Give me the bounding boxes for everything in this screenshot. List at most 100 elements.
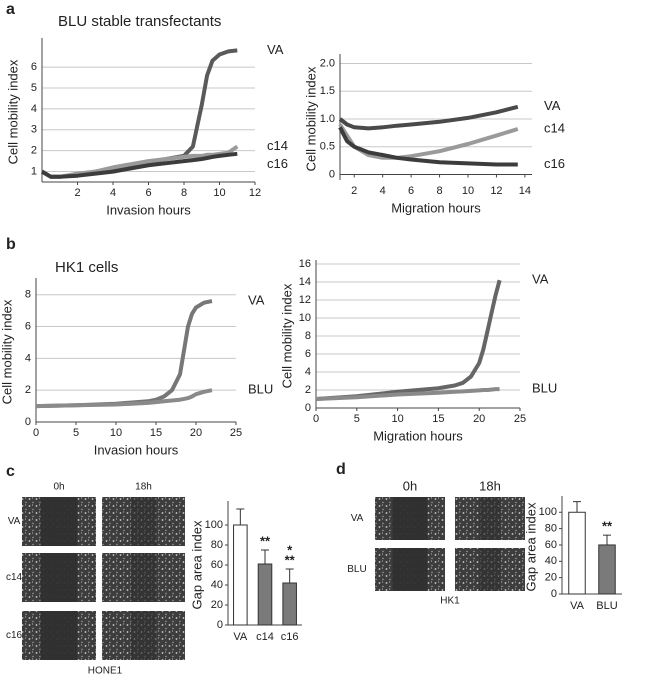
panel-title: BLU stable transfectants: [58, 13, 221, 30]
x-tick-label: 5: [73, 427, 79, 439]
y-tick-label: 40: [211, 579, 223, 591]
x-tick-label: 4: [110, 187, 116, 199]
x-tick-label: 5: [354, 413, 360, 425]
legend-label: c14: [544, 120, 565, 135]
wound-gap: [392, 497, 428, 540]
x-axis-title: Migration hours: [391, 200, 481, 215]
x-tick-label: 15: [150, 427, 162, 439]
y-tick-label: 0: [551, 588, 557, 600]
y-axis-title: Cell mobility index: [279, 283, 294, 388]
y-tick-label: 0: [329, 168, 335, 180]
panel-label: c: [6, 463, 15, 480]
micrographs: 0h 18h VA c14 c16 HONE1 0h 18h VA BLU HK1: [6, 478, 525, 677]
x-tick-label: c16: [281, 631, 299, 643]
y-tick-label: 0: [305, 402, 311, 414]
wound-gap: [40, 497, 78, 546]
row-label: c16: [6, 630, 23, 641]
y-tick-label: 100: [539, 506, 557, 518]
x-tick-label: VA: [233, 631, 248, 643]
significance: **: [260, 533, 271, 548]
legend-label: VA: [248, 293, 265, 308]
legend-label: VA: [532, 272, 549, 287]
y-tick-label: 6: [25, 320, 31, 332]
y-tick-label: 0: [217, 619, 223, 631]
x-tick-label: 10: [110, 427, 122, 439]
y-tick-label: 0: [25, 416, 31, 428]
x-tick-label: 20: [473, 413, 485, 425]
series-line: [338, 126, 518, 167]
y-tick-label: 8: [25, 289, 31, 301]
panel-label: a: [6, 1, 15, 18]
y-axis-title: Cell mobility index: [0, 299, 14, 404]
y-axis-title: Cell mobility index: [5, 59, 20, 164]
wound-gap: [131, 497, 156, 546]
y-tick-label: 0.5: [320, 141, 335, 153]
y-tick-label: 2.0: [320, 57, 335, 69]
row-label: VA: [8, 516, 21, 527]
legend-label: c16: [544, 156, 565, 171]
bar: [257, 563, 273, 626]
bar: [598, 544, 616, 595]
row-label: VA: [351, 513, 364, 524]
wound-gap: [131, 611, 156, 660]
x-tick-label: 12: [249, 187, 261, 199]
wound-gap: [40, 611, 78, 660]
x-tick-label: 14: [519, 185, 531, 197]
x-axis-title: Invasion hours: [106, 202, 191, 217]
x-tick-label: 12: [490, 185, 502, 197]
bar: [233, 524, 248, 626]
bar: [568, 511, 586, 595]
legend-label: VA: [267, 42, 284, 57]
y-tick-label: 6: [305, 348, 311, 360]
x-tick-label: 6: [408, 185, 414, 197]
y-tick-label: 60: [545, 539, 557, 551]
panel-label: d: [336, 461, 346, 478]
wound-gap: [479, 497, 501, 540]
y-tick-label: 4: [25, 352, 31, 364]
y-tick-label: 2: [31, 145, 37, 157]
bar: [282, 582, 297, 626]
x-tick-label: 2: [351, 185, 357, 197]
series-line: [315, 387, 500, 401]
y-tick-label: 1: [31, 165, 37, 177]
y-tick-label: 16: [299, 258, 311, 270]
y-tick-label: 80: [545, 523, 557, 535]
x-tick-label: 6: [145, 187, 151, 199]
y-tick-label: 40: [545, 555, 557, 567]
caption: HONE1: [88, 666, 123, 677]
column-label: 18h: [135, 482, 152, 493]
x-tick-label: 0: [33, 427, 39, 439]
series-line: [40, 151, 238, 179]
x-tick-label: 8: [181, 187, 187, 199]
column-label: 0h: [403, 478, 417, 493]
wound-gap: [392, 548, 428, 591]
x-tick-label: 10: [462, 185, 474, 197]
y-tick-label: 2: [305, 384, 311, 396]
panel-title: HK1 cells: [55, 259, 118, 276]
x-tick-label: 10: [391, 413, 403, 425]
y-tick-label: 20: [545, 572, 557, 584]
x-tick-label: 15: [432, 413, 444, 425]
y-tick-label: 3: [31, 124, 37, 136]
legend-label: BLU: [248, 382, 273, 397]
wound-gap: [131, 553, 156, 602]
x-tick-label: 10: [213, 187, 225, 199]
y-tick-label: 14: [299, 276, 311, 288]
row-label: BLU: [347, 564, 366, 575]
y-tick-label: 10: [299, 312, 311, 324]
y-tick-label: 80: [211, 539, 223, 551]
x-tick-label: BLU: [596, 600, 617, 612]
row-label: c14: [6, 572, 23, 583]
x-axis-title: Invasion hours: [94, 442, 179, 457]
wound-gap: [479, 548, 501, 591]
significance: **: [285, 552, 296, 567]
y-tick-label: 4: [31, 103, 37, 115]
x-axis-title: Migration hours: [373, 428, 463, 443]
legend-label: BLU: [532, 381, 557, 396]
x-tick-label: VA: [570, 600, 585, 612]
y-tick-label: 5: [31, 82, 37, 94]
legend-label: c16: [267, 156, 288, 171]
panel-label: b: [6, 236, 16, 253]
x-tick-label: c14: [256, 631, 274, 643]
